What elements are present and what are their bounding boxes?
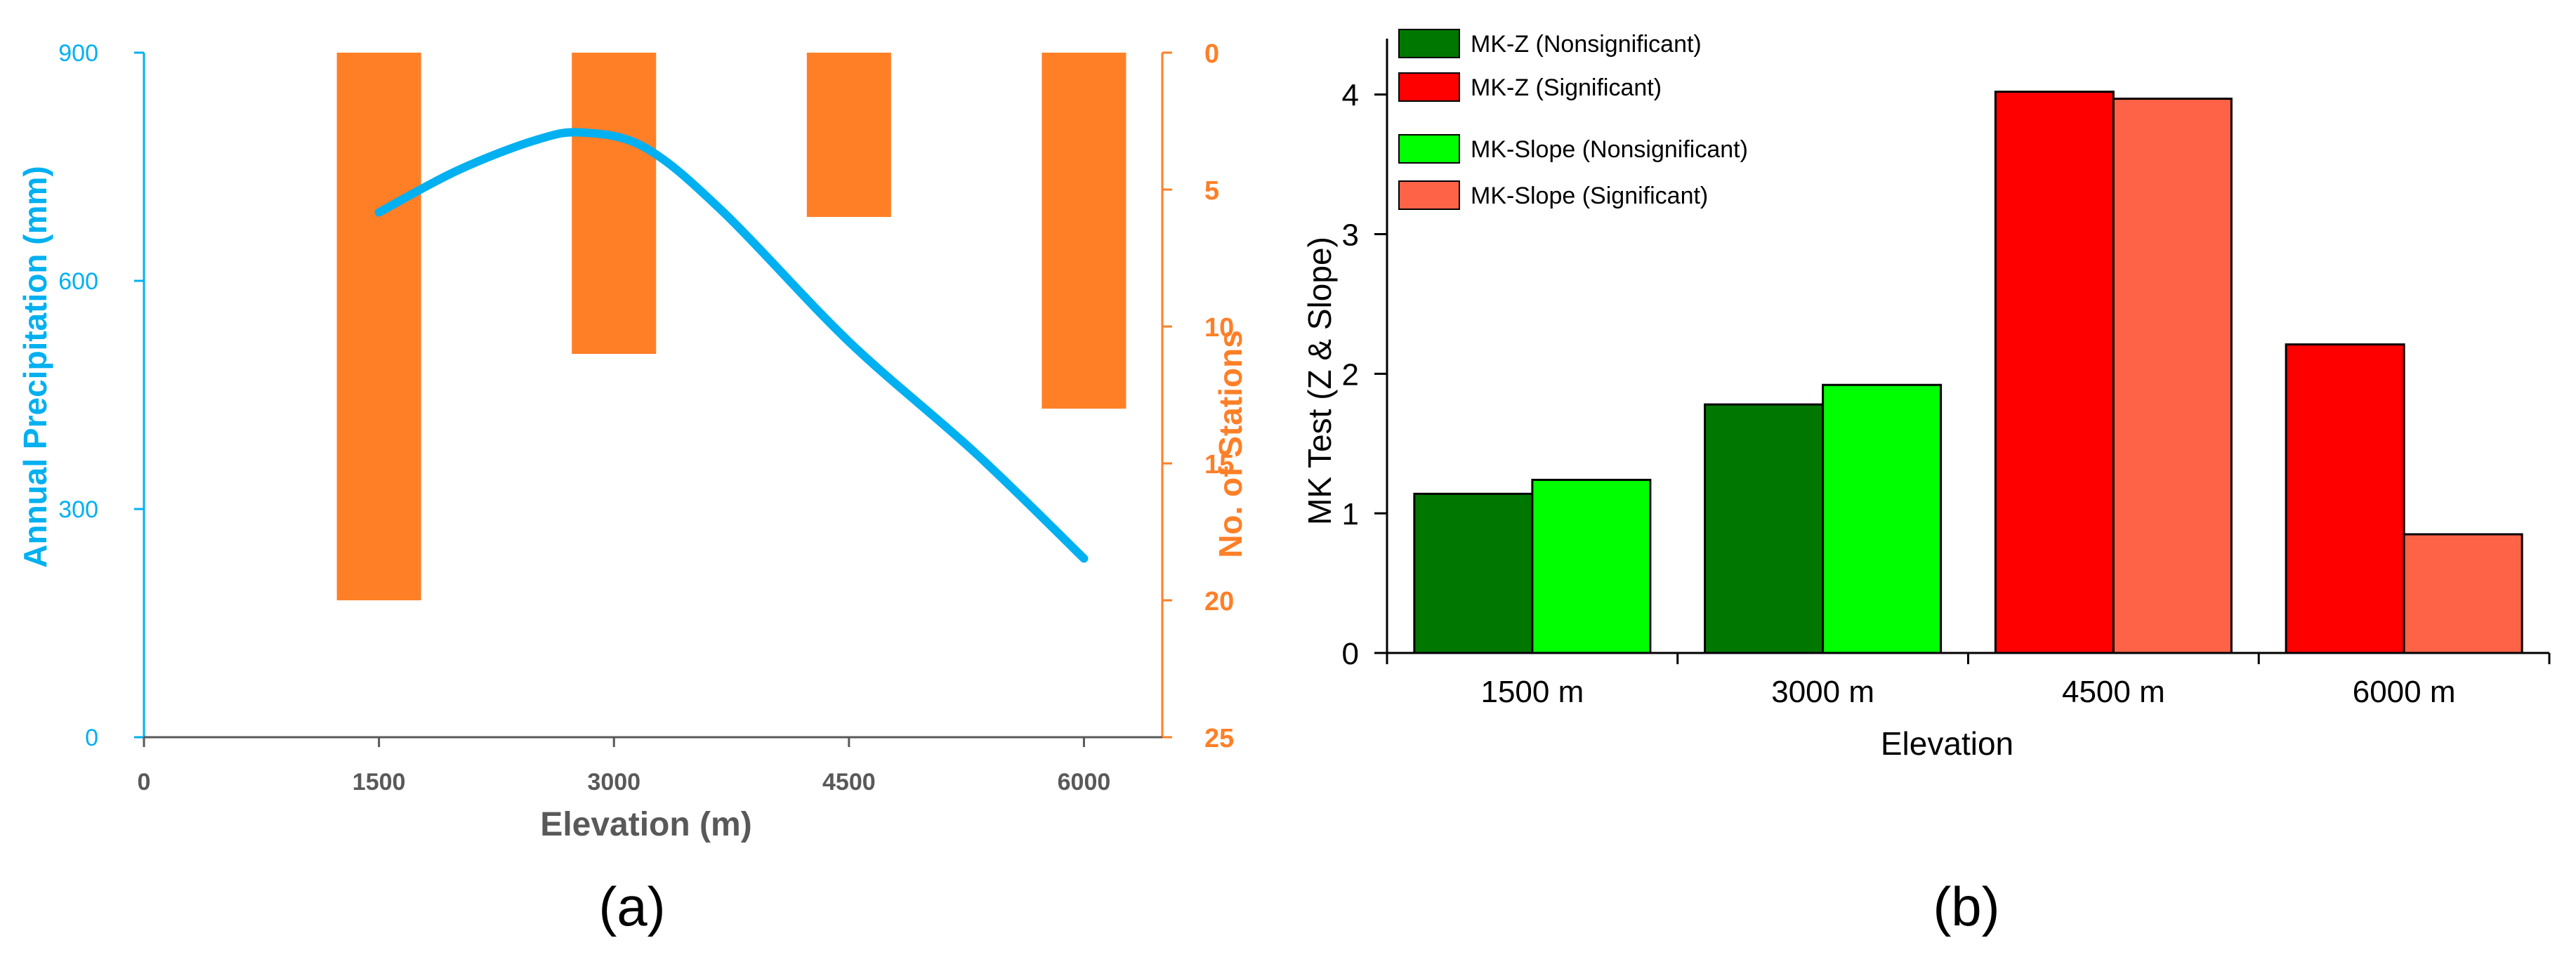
mk-z-bar-0	[1413, 492, 1534, 654]
left-y-tick-label: 0	[85, 725, 98, 751]
mk-z-bar-3	[2285, 343, 2405, 654]
right-y-tick-label: 10	[1204, 313, 1234, 343]
precipitation-line	[374, 128, 1089, 563]
stations-bar-3000	[572, 53, 657, 354]
mk-slope-bar-2	[2112, 98, 2233, 654]
left-y-tick-label: 900	[58, 40, 98, 67]
y-tick-label: 4	[1342, 79, 1359, 113]
y-tick-label: 0	[1342, 637, 1359, 671]
x-axis-label: Elevation	[1881, 725, 2013, 762]
left-y-tick-label: 300	[58, 496, 98, 523]
right-y-tick-label: 25	[1204, 724, 1234, 753]
x-tick-label: 0	[138, 769, 151, 795]
mk-slope-bar-1	[1822, 383, 1943, 654]
legend-label: MK-Z (Nonsignificant)	[1471, 31, 1702, 58]
stations-bar-1500	[336, 53, 421, 600]
panel-b-chart: 1500 m 3000 m 4500 m 6000 m 0 1 2 3 4 MK Test (Z …	[1301, 29, 2551, 937]
legend-swatch	[1398, 134, 1460, 164]
right-y-axis-label: No. of Stations	[1212, 330, 1249, 558]
y-tick-label: 2	[1342, 357, 1359, 392]
stations-bar-6000	[1041, 53, 1126, 409]
legend-swatch	[1398, 29, 1460, 58]
right-y-tick-label: 20	[1204, 587, 1234, 616]
panel-a-chart: 0 300 600 900 0 5 10 15 20 25 0 1500 3000 4500 6000 Ann…	[17, 39, 1249, 937]
legend-label: MK-Slope (Nonsignificant)	[1471, 136, 1748, 163]
x-tick-label: 4500	[822, 769, 876, 795]
legend-label: MK-Z (Significant)	[1471, 74, 1662, 101]
right-y-tick-label: 5	[1204, 176, 1219, 206]
y-tick-label: 3	[1342, 218, 1359, 252]
panel-label-a: (a)	[598, 876, 665, 937]
mk-z-bar-2	[1994, 91, 2115, 654]
y-tick-label: 1	[1342, 497, 1359, 531]
left-y-tick-label: 600	[58, 268, 98, 295]
x-tick-label: 3000 m	[1771, 675, 1874, 709]
legend-swatch	[1398, 72, 1460, 102]
right-y-tick-label: 15	[1204, 450, 1234, 480]
panel-label-b: (b)	[1933, 876, 1999, 937]
x-tick-label: 6000 m	[2353, 675, 2456, 709]
mk-slope-bar-0	[1531, 478, 1652, 654]
x-tick-label: 1500 m	[1480, 675, 1584, 709]
left-y-axis-label: Annual Precipitation (mm)	[17, 166, 53, 567]
x-tick-label: 6000	[1058, 769, 1111, 795]
stations-bar-4500	[806, 53, 891, 217]
x-tick-label: 3000	[587, 769, 640, 795]
legend-label: MK-Slope (Significant)	[1471, 183, 1708, 209]
legend-swatch	[1398, 180, 1460, 210]
x-axis-label: Elevation (m)	[540, 806, 751, 843]
x-tick-label: 4500 m	[2062, 675, 2165, 709]
x-tick-label: 1500	[353, 769, 406, 795]
y-axis-label: MK Test (Z & Slope)	[1301, 237, 1338, 525]
mk-slope-bar-3	[2403, 533, 2523, 654]
right-y-tick-label: 0	[1204, 39, 1219, 69]
mk-z-bar-1	[1704, 403, 1825, 654]
